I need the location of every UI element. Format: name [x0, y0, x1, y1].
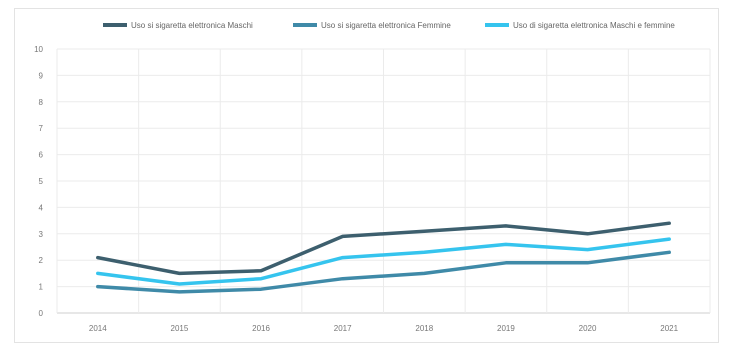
- y-tick-label: 10: [34, 45, 43, 54]
- y-tick-label: 9: [39, 71, 44, 80]
- y-tick-label: 5: [39, 177, 44, 186]
- series-line-3: [96, 237, 671, 286]
- x-tick-label: 2019: [497, 324, 515, 333]
- y-tick-label: 2: [39, 256, 44, 265]
- y-tick-label: 0: [39, 309, 44, 318]
- x-tick-label: 2014: [89, 324, 107, 333]
- y-tick-label: 6: [39, 151, 44, 160]
- legend-label: Uso si sigaretta elettronica Maschi: [131, 21, 253, 30]
- x-tick-label: 2017: [334, 324, 352, 333]
- legend-label: Uso si sigaretta elettronica Femmine: [321, 21, 451, 30]
- x-axis-ticks: 2014 2015 2016 2017 2018 2019 2020 2021: [89, 324, 679, 333]
- series-line-2: [96, 250, 671, 294]
- legend: Uso si sigaretta elettronica Maschi Uso s…: [103, 21, 675, 30]
- y-tick-label: 1: [39, 283, 44, 292]
- y-tick-label: 8: [39, 98, 44, 107]
- y-tick-label: 3: [39, 230, 44, 239]
- x-tick-label: 2021: [660, 324, 678, 333]
- series-line-1: [96, 221, 671, 276]
- y-tick-label: 7: [39, 124, 44, 133]
- x-tick-label: 2016: [252, 324, 270, 333]
- grid-lines: [56, 48, 711, 314]
- legend-label: Uso di sigaretta elettronica Maschi e fe…: [513, 21, 675, 30]
- y-axis-ticks: 0 1 2 3 4 5 6 7 8 9 10: [34, 45, 43, 318]
- chart-container: Uso si sigaretta elettronica Maschi Uso s…: [14, 8, 719, 343]
- y-tick-label: 4: [39, 203, 44, 212]
- x-tick-label: 2020: [579, 324, 597, 333]
- x-tick-label: 2018: [415, 324, 433, 333]
- x-tick-label: 2015: [171, 324, 189, 333]
- series-lines: [96, 221, 671, 294]
- line-chart: Uso si sigaretta elettronica Maschi Uso s…: [34, 21, 711, 333]
